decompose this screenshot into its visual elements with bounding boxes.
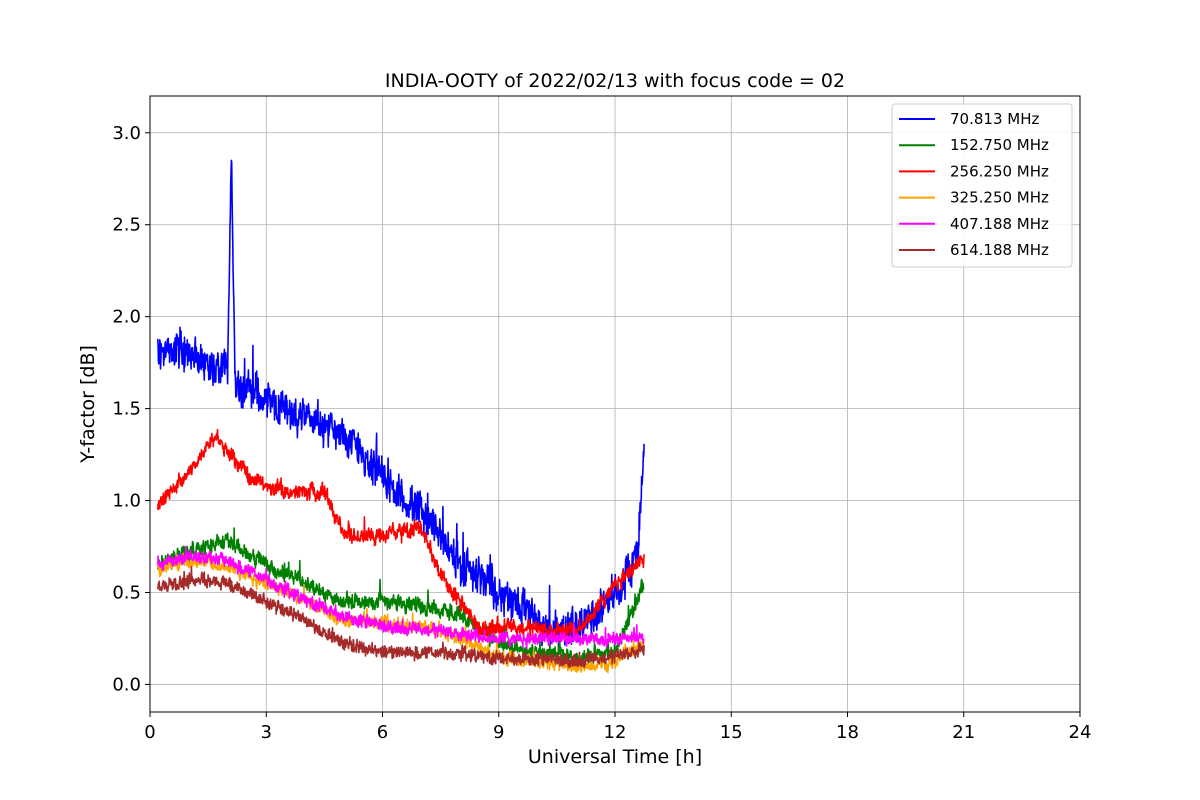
y-tick-label: 3.0 xyxy=(112,123,141,144)
x-axis-ticks: 0 3 6 9 12 15 18 21 24 xyxy=(144,712,1091,743)
y-axis-ticks: 0.0 0.5 1.0 1.5 2.0 2.5 3.0 xyxy=(112,123,150,695)
legend-entry: 256.250 MHz xyxy=(950,162,1049,180)
x-tick-label: 24 xyxy=(1069,722,1092,743)
legend-entry: 152.750 MHz xyxy=(950,136,1049,154)
x-tick-label: 12 xyxy=(604,722,627,743)
x-tick-label: 18 xyxy=(836,722,859,743)
chart-title: INDIA-OOTY of 2022/02/13 with focus code… xyxy=(385,70,845,92)
legend: 70.813 MHz 152.750 MHz 256.250 MHz 325.250 … xyxy=(891,103,1073,268)
x-tick-label: 0 xyxy=(144,722,155,743)
y-tick-label: 1.5 xyxy=(112,399,141,420)
x-tick-label: 15 xyxy=(720,722,743,743)
legend-entry: 325.250 MHz xyxy=(950,189,1049,207)
y-tick-label: 2.5 xyxy=(112,215,141,236)
legend-frame xyxy=(891,103,1073,268)
y-tick-label: 1.0 xyxy=(112,491,141,512)
legend-entry: 407.188 MHz xyxy=(950,215,1049,233)
y-tick-label: 0.5 xyxy=(112,582,141,603)
series-line xyxy=(157,527,645,668)
x-axis-label: Universal Time [h] xyxy=(528,746,702,768)
legend-entry: 70.813 MHz xyxy=(950,110,1039,128)
series-layer xyxy=(157,159,645,674)
x-tick-label: 9 xyxy=(493,722,504,743)
legend-entry: 614.188 MHz xyxy=(950,241,1049,259)
x-tick-label: 6 xyxy=(377,722,388,743)
y-axis-label: Y-factor [dB] xyxy=(77,345,99,464)
series-line xyxy=(157,545,645,650)
x-tick-label: 3 xyxy=(261,722,272,743)
y-tick-label: 2.0 xyxy=(112,307,141,328)
x-tick-label: 21 xyxy=(952,722,975,743)
series-line xyxy=(157,565,645,669)
series-line xyxy=(157,428,645,640)
y-tick-label: 0.0 xyxy=(112,674,141,695)
